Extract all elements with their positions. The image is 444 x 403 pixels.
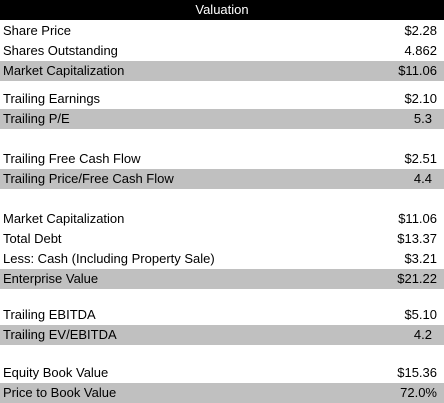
row-trailing-pe: Trailing P/E 5.3 — [0, 109, 444, 129]
row-trailing-ev-ebitda: Trailing EV/EBITDA 4.2 — [0, 325, 444, 345]
row-label: Equity Book Value — [3, 365, 109, 380]
row-label: Enterprise Value — [3, 271, 99, 286]
row-value: $21.22 — [397, 271, 437, 286]
row-value: $5.10 — [404, 307, 437, 322]
table-title: Valuation — [0, 0, 444, 20]
row-value: $2.28 — [404, 23, 437, 38]
row-label: Trailing Price/Free Cash Flow — [3, 171, 174, 186]
row-label: Less: Cash (Including Property Sale) — [3, 251, 215, 266]
row-value: $13.37 — [397, 231, 437, 246]
row-label: Shares Outstanding — [3, 43, 118, 58]
row-label: Total Debt — [3, 231, 62, 246]
row-shares-outstanding: Shares Outstanding 4.862 — [0, 41, 444, 61]
row-label: Trailing P/E — [3, 111, 70, 126]
row-price-to-book-value: Price to Book Value 72.0% — [0, 383, 444, 403]
row-label: Market Capitalization — [3, 63, 125, 78]
row-equity-book-value: Equity Book Value $15.36 — [0, 363, 444, 383]
row-label: Trailing EBITDA — [3, 307, 96, 322]
row-market-capitalization-2: Market Capitalization $11.06 — [0, 209, 444, 229]
row-label: Trailing Free Cash Flow — [3, 151, 141, 166]
row-value: $2.10 — [404, 91, 437, 106]
row-total-debt: Total Debt $13.37 — [0, 229, 444, 249]
row-value: 4.862 — [404, 43, 437, 58]
row-label: Share Price — [3, 23, 71, 38]
row-label: Trailing Earnings — [3, 91, 101, 106]
row-value: 5.3 — [413, 111, 432, 126]
row-label: Market Capitalization — [3, 211, 125, 226]
row-enterprise-value: Enterprise Value $21.22 — [0, 269, 444, 289]
row-value: $11.06 — [398, 63, 437, 78]
row-market-capitalization: Market Capitalization $11.06 — [0, 61, 444, 81]
row-value: $11.06 — [398, 211, 437, 226]
row-label: Price to Book Value — [3, 385, 117, 400]
row-trailing-free-cash-flow: Trailing Free Cash Flow $2.51 — [0, 149, 444, 169]
row-value: $3.21 — [404, 251, 437, 266]
row-value: 4.4 — [413, 171, 432, 186]
row-value: 4.2 — [413, 327, 432, 342]
row-trailing-price-fcf: Trailing Price/Free Cash Flow 4.4 — [0, 169, 444, 189]
row-value: $2.51 — [404, 151, 437, 166]
row-trailing-earnings: Trailing Earnings $2.10 — [0, 89, 444, 109]
row-share-price: Share Price $2.28 — [0, 21, 444, 41]
row-less-cash: Less: Cash (Including Property Sale) $3.… — [0, 249, 444, 269]
row-trailing-ebitda: Trailing EBITDA $5.10 — [0, 305, 444, 325]
row-label: Trailing EV/EBITDA — [3, 327, 117, 342]
row-value: 72.0% — [400, 385, 437, 400]
row-value: $15.36 — [397, 365, 437, 380]
